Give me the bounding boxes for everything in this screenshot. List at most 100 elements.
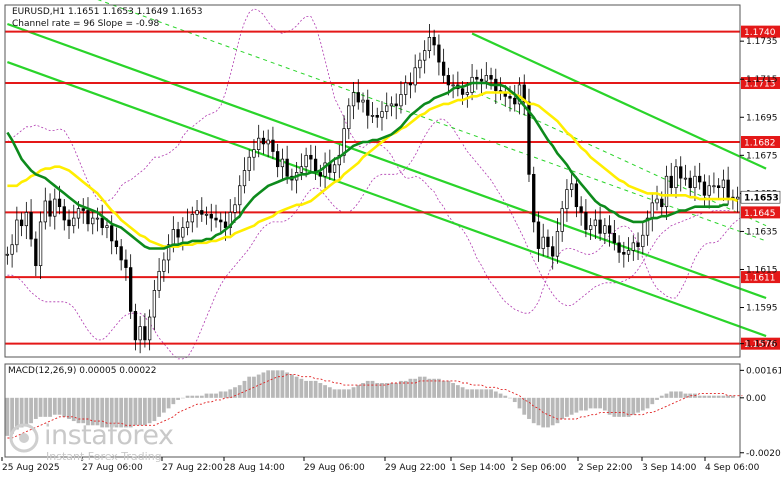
candle-body	[166, 244, 171, 261]
macd-histogram-bar	[730, 395, 735, 398]
macd-histogram-bar	[588, 397, 593, 409]
candle-body	[81, 208, 85, 211]
macd-histogram-bar	[361, 383, 365, 398]
candle-body	[598, 219, 602, 234]
macd-histogram-bar	[493, 391, 498, 398]
time-tick-label: 4 Sep 06:00	[705, 463, 760, 473]
level-price-label: 1.1611	[744, 274, 776, 284]
candle-body	[19, 219, 24, 227]
candle-body	[304, 154, 308, 168]
watermark-name: instaforex	[44, 420, 174, 451]
macd-histogram-bar	[176, 397, 180, 400]
level-price-label: 1.1713	[744, 80, 776, 90]
macd-histogram-bar	[517, 397, 522, 409]
candle-body	[641, 234, 645, 247]
bollinger-band-line	[7, 8, 748, 314]
candle-body	[171, 229, 175, 246]
macd-histogram-bar	[256, 374, 261, 398]
macd-histogram-bar	[43, 397, 48, 417]
macd-histogram-bar	[228, 389, 233, 398]
macd-histogram-bar	[707, 395, 712, 398]
candle-body	[10, 244, 14, 255]
candle-body	[162, 259, 166, 272]
macd-histogram-bar	[318, 383, 323, 398]
candle-body	[375, 115, 379, 118]
time-tick-label: 3 Sep 14:00	[642, 463, 697, 473]
candle-body	[707, 185, 711, 196]
candle-body	[370, 115, 375, 117]
macd-histogram-bar	[304, 380, 309, 398]
macd-histogram-bar	[716, 395, 721, 398]
time-tick-label: 2 Sep 22:00	[578, 463, 633, 473]
macd-histogram-bar	[427, 378, 432, 398]
candle-body	[607, 225, 612, 234]
macd-histogram-bar	[327, 387, 332, 398]
candle-body	[489, 75, 493, 80]
candle-body	[147, 316, 152, 341]
candle-body	[313, 158, 318, 173]
macd-histogram-bar	[527, 397, 531, 419]
candle-body	[133, 310, 138, 341]
candle-body	[574, 183, 579, 208]
macd-histogram-bar	[266, 370, 271, 398]
macd-histogram-bar	[479, 389, 484, 398]
candle-body	[361, 99, 365, 103]
candle-body	[427, 36, 432, 52]
macd-histogram-bar	[474, 389, 479, 398]
candle-body	[470, 76, 474, 93]
macd-histogram-bar	[275, 370, 280, 398]
chart-header: EURUSD,H1 1.1651 1.1653 1.1649 1.1653 Ch…	[8, 7, 203, 376]
candle-body	[674, 166, 678, 189]
candle-body	[351, 92, 356, 107]
macd-histogram-bar	[119, 397, 124, 428]
candle-body	[522, 84, 526, 103]
candle-body	[385, 105, 389, 112]
candle-body	[721, 179, 726, 189]
macd-histogram-bar	[38, 397, 43, 417]
price-tick-label: 1.1675	[746, 151, 778, 161]
macd-histogram-bar	[5, 397, 10, 436]
macd-histogram-bar	[683, 393, 688, 398]
candle-body	[138, 326, 142, 341]
macd-histogram-bar	[659, 395, 664, 398]
candle-body	[91, 217, 95, 225]
candle-body	[702, 181, 707, 196]
macd-label: MACD(12,26,9) 0.00005 0.00022	[8, 366, 157, 376]
candle-body	[110, 225, 114, 242]
candle-body	[465, 92, 469, 95]
macd-histogram-bar	[62, 397, 67, 417]
candle-body	[242, 170, 247, 187]
macd-histogram-bar	[432, 378, 437, 398]
candle-body	[584, 212, 588, 230]
macd-histogram-bar	[152, 397, 157, 422]
macd-histogram-bar	[337, 389, 342, 398]
level-price-tag	[741, 135, 780, 148]
candle-body	[105, 225, 109, 228]
candle-body	[53, 198, 57, 217]
macd-histogram-bar	[48, 397, 52, 417]
candle-body	[693, 175, 697, 189]
candle-body	[252, 149, 256, 158]
macd-histogram-bar	[71, 397, 76, 422]
macd-histogram-bar	[351, 387, 356, 398]
macd-tick-label: 0.00161	[746, 366, 781, 376]
bollinger-band-line	[7, 118, 738, 360]
candle-body	[484, 75, 488, 82]
macd-histogram-bar	[455, 385, 460, 398]
macd-histogram-bar	[678, 391, 683, 398]
candle-body	[626, 250, 631, 255]
candle-body	[72, 217, 76, 227]
candle-body	[413, 67, 417, 86]
macd-histogram-bar	[697, 395, 702, 398]
macd-histogram-bar	[451, 383, 456, 398]
macd-histogram-bar	[531, 397, 536, 424]
candle-body	[209, 213, 213, 219]
candle-body	[570, 183, 574, 190]
macd-histogram-bar	[389, 383, 394, 398]
macd-histogram-bar	[555, 397, 560, 424]
time-tick-label: 27 Aug 06:00	[82, 463, 143, 473]
macd-histogram-bar	[413, 378, 418, 398]
candle-body	[76, 208, 81, 219]
candle-body	[34, 238, 38, 267]
macd-histogram-bar	[375, 383, 380, 398]
